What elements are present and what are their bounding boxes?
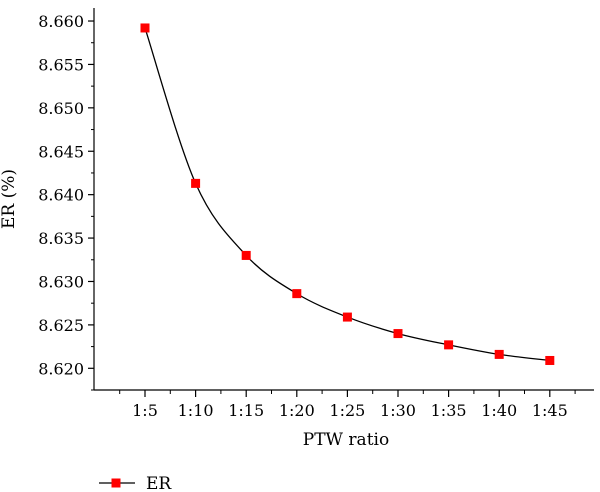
legend-marker (111, 478, 121, 488)
er-data-point (241, 250, 251, 260)
x-axis-title: PTW ratio (303, 430, 389, 450)
x-tick-label: 1:35 (431, 401, 467, 420)
x-tick-label: 1:30 (380, 401, 416, 420)
x-tick-label: 1:20 (279, 401, 315, 420)
x-tick-label: 1:25 (329, 401, 365, 420)
series-layer (140, 23, 555, 365)
er-data-point (545, 355, 555, 365)
y-tick-label: 8.660 (38, 12, 84, 31)
er-data-point (191, 178, 201, 188)
er-data-point (393, 329, 403, 339)
axes (93, 8, 594, 391)
legend-label: ER (146, 474, 172, 492)
y-tick-label: 8.645 (38, 142, 84, 161)
y-tick-label: 8.630 (38, 272, 84, 291)
legend: ER (99, 474, 172, 492)
x-tick-label: 1:15 (228, 401, 264, 420)
er-data-point (140, 23, 150, 33)
y-axis-title: ER (%) (0, 169, 19, 229)
x-tick-label: 1:10 (178, 401, 214, 420)
y-ticks: 8.620 8.625 8.630 8.635 8.640 8.645 8.650 8.655… (38, 12, 94, 391)
er-data-point (292, 289, 302, 299)
er-data-point (342, 312, 352, 322)
y-tick-label: 8.620 (38, 359, 84, 378)
x-ticks: 1:5 1:10 1:15 1:20 1:25 1:30 1:35 1:40 1:45 (119, 390, 576, 420)
y-tick-label: 8.650 (38, 99, 84, 118)
y-tick-label: 8.655 (38, 55, 84, 74)
x-tick-label: 1:5 (132, 401, 158, 420)
y-tick-label: 8.625 (38, 316, 84, 335)
y-tick-label: 8.635 (38, 229, 84, 248)
y-tick-label: 8.640 (38, 186, 84, 205)
er-data-point (444, 340, 454, 350)
er-series-line (144, 27, 550, 362)
x-tick-label: 1:45 (532, 401, 568, 420)
x-tick-label: 1:40 (481, 401, 517, 420)
er-data-point (494, 349, 504, 359)
